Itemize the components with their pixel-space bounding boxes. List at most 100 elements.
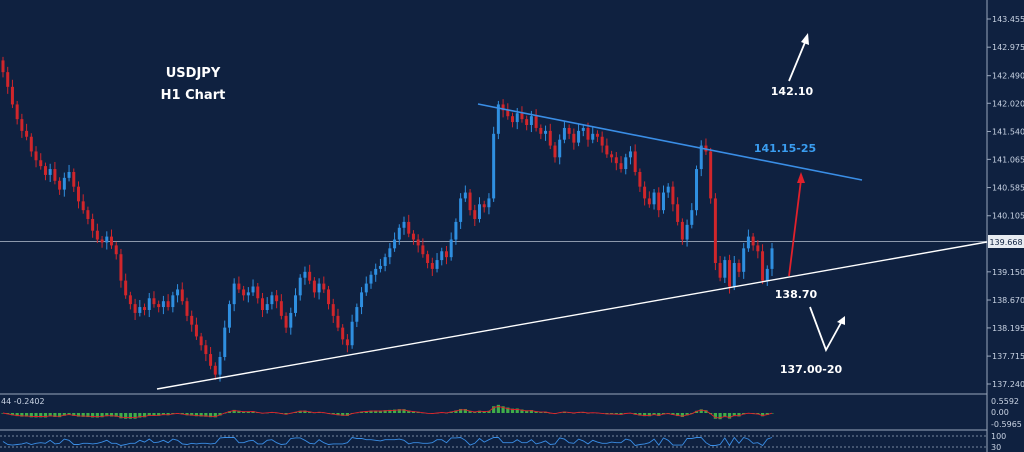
macd-bar xyxy=(81,413,85,417)
candle xyxy=(190,310,194,332)
y-tick-label: 142.020 xyxy=(992,99,1024,108)
candle xyxy=(520,106,524,123)
candle xyxy=(586,122,590,147)
macd-bar xyxy=(388,409,392,413)
candle xyxy=(48,163,52,182)
y-tick-label: 140.105 xyxy=(992,212,1024,221)
macd-bar xyxy=(638,413,642,416)
candle xyxy=(303,266,307,285)
y-tick-label: 137.240 xyxy=(992,380,1024,389)
macd-bar xyxy=(24,413,29,417)
macd-bar xyxy=(86,413,90,418)
candle xyxy=(67,164,71,182)
candle xyxy=(345,334,349,353)
candle xyxy=(595,130,599,143)
y-tick-label: 141.540 xyxy=(992,127,1024,136)
macd-bar xyxy=(359,411,364,413)
candle xyxy=(119,248,123,288)
current-price-label: 139.668 xyxy=(989,238,1022,247)
candle xyxy=(185,297,189,322)
macd-bar xyxy=(454,410,458,413)
candle xyxy=(133,298,137,320)
candle xyxy=(496,100,500,140)
macd-bar xyxy=(760,413,765,417)
macd-bar xyxy=(477,410,482,413)
macd-bar xyxy=(374,410,378,413)
macd-tick-top: 0.5592 xyxy=(991,397,1019,406)
y-tick-label: 140.585 xyxy=(992,184,1024,193)
candle xyxy=(430,257,434,276)
macd-bar xyxy=(694,410,699,413)
y-tick-label: 138.195 xyxy=(992,324,1024,333)
macd-bar xyxy=(114,413,118,417)
candle xyxy=(270,291,274,310)
candle xyxy=(279,294,283,320)
candle xyxy=(600,131,604,153)
macd-bar xyxy=(67,413,71,415)
candle xyxy=(246,287,250,303)
y-tick-label: 137.715 xyxy=(992,352,1024,361)
macd-bar xyxy=(303,410,307,413)
candle xyxy=(633,144,637,176)
macd-bar xyxy=(208,413,213,418)
candle xyxy=(110,229,114,249)
candle xyxy=(435,253,439,273)
candle xyxy=(676,197,680,226)
candle xyxy=(1,56,5,78)
candle xyxy=(213,362,217,380)
macd-bar xyxy=(482,411,486,413)
macd-bar xyxy=(124,413,128,419)
macd-bar xyxy=(204,413,208,417)
candle xyxy=(227,300,231,333)
macd-bar xyxy=(100,413,104,418)
macd-bar xyxy=(53,413,57,417)
candle xyxy=(81,194,85,214)
candle xyxy=(43,162,47,181)
arrow-down-up-white xyxy=(809,306,845,353)
y-tick-label: 143.455 xyxy=(992,15,1024,24)
candle xyxy=(199,332,203,351)
candle xyxy=(194,317,198,340)
candle xyxy=(360,287,364,315)
macd-bar xyxy=(529,409,533,413)
candle xyxy=(124,273,128,299)
macd-bar xyxy=(392,409,397,413)
macd-bar xyxy=(246,411,250,413)
candle xyxy=(218,351,222,382)
macd-bar xyxy=(161,413,166,416)
macd-bar xyxy=(680,413,684,418)
candle xyxy=(737,259,741,278)
candle xyxy=(322,276,326,293)
y-tick-label: 139.150 xyxy=(992,268,1024,277)
candle xyxy=(473,204,477,227)
macd-bar xyxy=(242,411,246,413)
candle xyxy=(91,213,95,238)
candle xyxy=(671,181,675,212)
candle xyxy=(161,295,165,315)
candle xyxy=(765,265,769,286)
candle xyxy=(411,230,415,245)
candle xyxy=(666,183,670,198)
candle xyxy=(393,232,397,252)
macd-bar xyxy=(72,413,76,416)
candle xyxy=(6,66,10,94)
macd-bar xyxy=(699,409,703,413)
macd-bar xyxy=(520,409,524,413)
candle xyxy=(298,274,302,301)
candle xyxy=(562,120,566,144)
macd-bar xyxy=(142,413,147,418)
candle xyxy=(53,162,57,185)
macd-bar xyxy=(369,410,373,413)
candle xyxy=(652,189,656,210)
candle xyxy=(577,123,581,147)
candle xyxy=(369,271,373,289)
macd-bar xyxy=(685,413,689,416)
candle xyxy=(251,279,255,296)
candle xyxy=(449,232,453,261)
candle xyxy=(20,113,24,138)
candle xyxy=(619,156,623,173)
candle xyxy=(312,277,316,298)
macd-bar xyxy=(383,410,387,413)
candle xyxy=(256,282,260,304)
macd-bar xyxy=(671,413,675,415)
